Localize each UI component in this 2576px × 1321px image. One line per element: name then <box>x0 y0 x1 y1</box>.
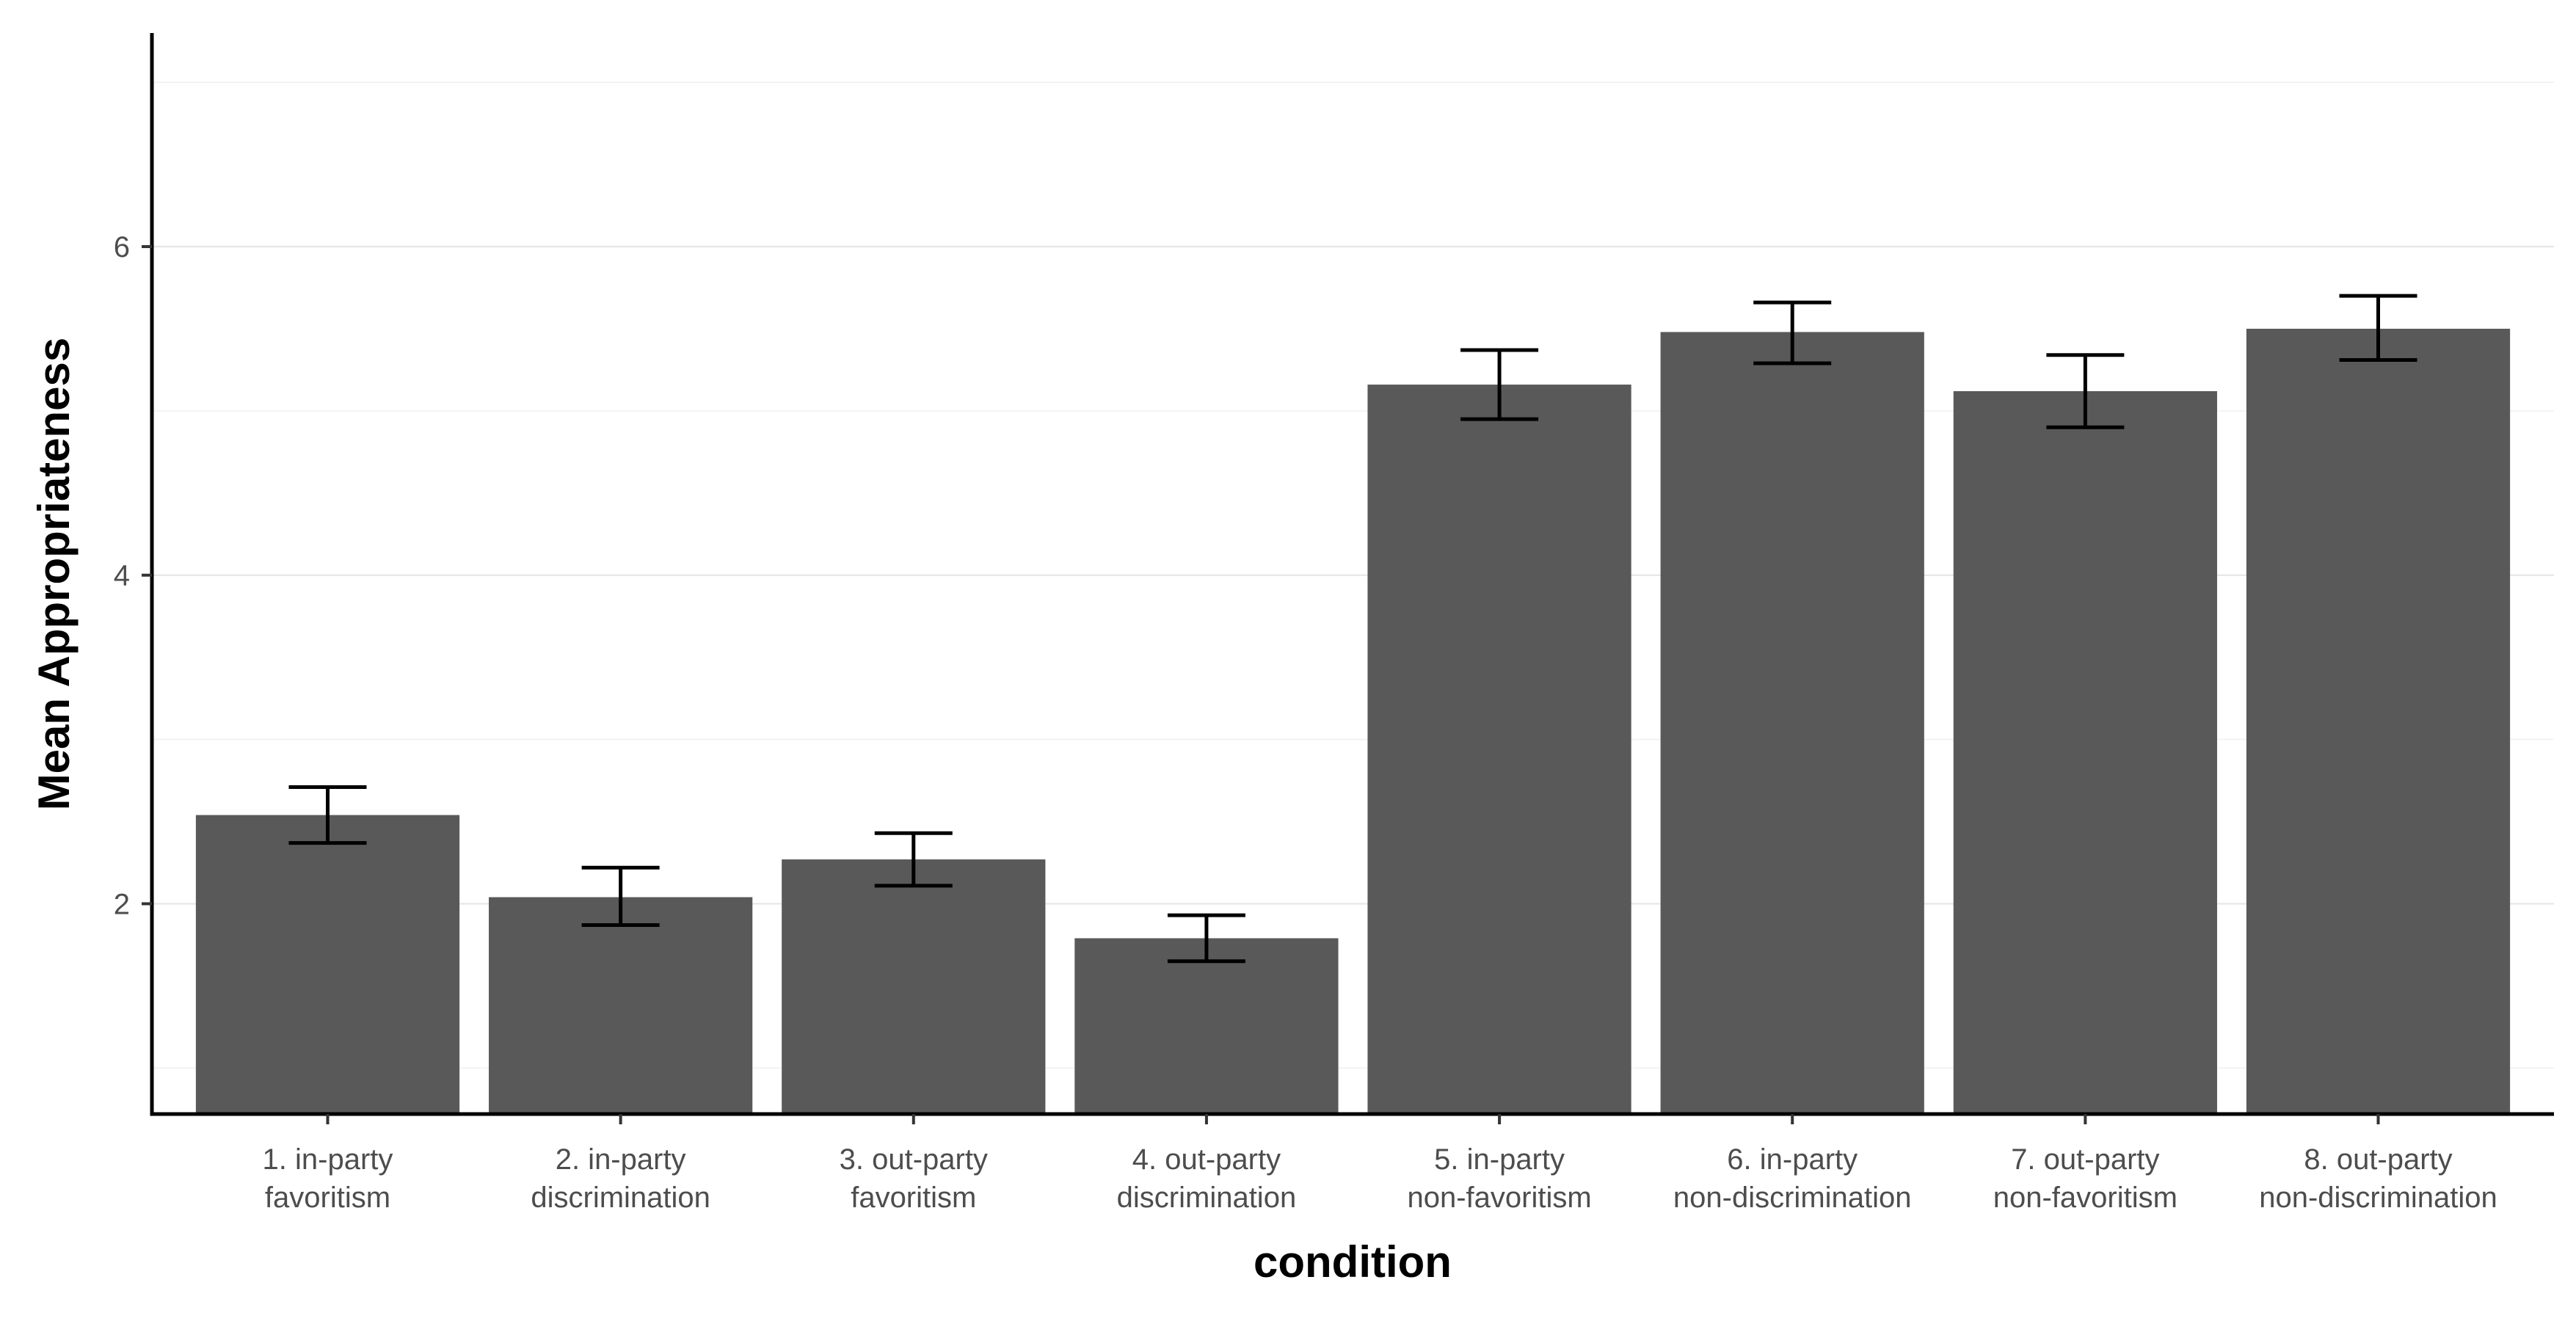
bar <box>489 897 753 1114</box>
x-tick-label: discrimination <box>531 1182 710 1214</box>
x-tick-label: discrimination <box>1117 1182 1297 1214</box>
error-bars <box>288 294 2417 964</box>
x-tick-label: favoritism <box>265 1182 390 1214</box>
x-tick-label: 1. in-party <box>263 1143 393 1176</box>
bar <box>195 815 460 1114</box>
x-tick-label: non-favoritism <box>1993 1182 2177 1214</box>
error-bar <box>2339 294 2417 362</box>
bar <box>1660 332 1924 1114</box>
y-tick-label: 4 <box>114 560 130 592</box>
x-tick-label: non-discrimination <box>2259 1182 2497 1214</box>
x-tick-label: 8. out-party <box>2304 1143 2452 1176</box>
x-tick-label: non-discrimination <box>1673 1182 1912 1214</box>
x-tick-label: favoritism <box>851 1182 976 1214</box>
x-tick-label: 7. out-party <box>2011 1143 2159 1176</box>
bar <box>782 859 1046 1114</box>
error-bar <box>874 831 953 888</box>
error-bar <box>581 865 660 928</box>
error-bar <box>1753 300 1832 365</box>
x-tick-label: 2. in-party <box>556 1143 686 1176</box>
y-tick-label: 6 <box>114 231 130 263</box>
x-tick-label: 6. in-party <box>1727 1143 1858 1176</box>
bar <box>1074 938 1339 1114</box>
error-bar <box>1167 913 1245 964</box>
x-axis-title: condition <box>1254 1237 1452 1287</box>
error-bar <box>288 785 367 845</box>
bars <box>195 328 2511 1114</box>
error-bar <box>2046 353 2125 429</box>
x-tick-label: non-favoritism <box>1407 1182 1591 1214</box>
y-ticks: 2 4 6 <box>114 231 152 920</box>
bar <box>1953 391 2217 1114</box>
y-axis-title: Mean Appropriateness <box>29 338 79 811</box>
x-ticks: 1. in-party favoritism 2. in-party discrimi… <box>263 1114 2497 1214</box>
x-tick-label: 4. out-party <box>1132 1143 1281 1176</box>
bar <box>1367 385 1631 1114</box>
bar <box>2246 328 2511 1114</box>
x-tick-label: 5. in-party <box>1434 1143 1565 1176</box>
y-tick-label: 2 <box>114 888 130 920</box>
x-tick-label: 3. out-party <box>840 1143 988 1176</box>
error-bar <box>1460 348 1539 421</box>
